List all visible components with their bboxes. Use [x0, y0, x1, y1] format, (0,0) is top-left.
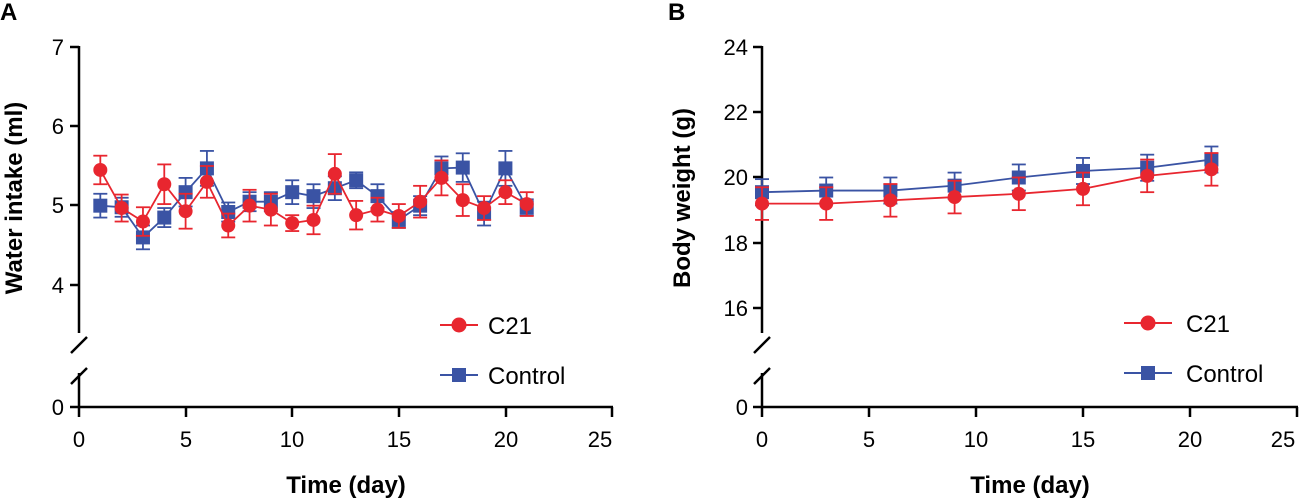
control-data-point [349, 173, 364, 188]
panel-b-plot-area [755, 145, 1219, 221]
legend-c21-label: C21 [1186, 311, 1230, 338]
panel-b-axis-break-lower [753, 367, 771, 385]
panel-a: A Water intake (ml) Time (day) 4 5 6 7 0… [0, 0, 614, 499]
control-data-point [306, 189, 321, 204]
panel-b-x-tick-label: 0 [756, 427, 768, 452]
panel-a-x-tick-label: 20 [494, 427, 518, 452]
c21-data-point [391, 208, 406, 223]
c21-data-point [135, 214, 150, 229]
control-data-point [221, 205, 236, 220]
panel-a-axis-break-upper [70, 336, 88, 354]
c21-data-point [1011, 186, 1026, 201]
panel-a-y-tick-label: 5 [52, 193, 64, 218]
legend-control-marker [452, 368, 466, 382]
panel-a-axis-break-lower [70, 367, 88, 385]
c21-data-point [285, 216, 300, 231]
panel-b-y-tick-label: 18 [724, 231, 748, 256]
panel-a-x-tick-label: 10 [280, 427, 304, 452]
c21-data-point [327, 166, 342, 181]
c21-data-point [157, 177, 172, 192]
c21-data-point [114, 201, 129, 216]
c21-data-point [349, 208, 364, 223]
panel-a-x-tick-label: 15 [387, 427, 411, 452]
panel-a-legend: C21 Control [440, 313, 565, 390]
panel-a-x-tick-label: 5 [180, 427, 192, 452]
legend-control-label: Control [488, 363, 565, 390]
control-data-point [370, 189, 385, 204]
c21-data-point [306, 212, 321, 227]
panel-a-y-tick-label: 4 [52, 273, 64, 298]
control-data-point [135, 230, 150, 245]
c21-data-point [434, 170, 449, 185]
panel-b-y-tick-label: 22 [724, 100, 748, 125]
panel-a-y-tick-label: 7 [52, 35, 64, 60]
c21-data-point [263, 202, 278, 217]
c21-series-line [762, 168, 1212, 205]
c21-data-point [178, 204, 193, 219]
panel-b-y-tick-label: 24 [724, 35, 748, 60]
control-data-point [178, 185, 193, 200]
c21-data-point [221, 218, 236, 233]
panel-b-y-tick-label: 20 [724, 165, 748, 190]
panel-b-x-tick-label: 20 [1178, 427, 1202, 452]
c21-data-point [519, 197, 534, 212]
c21-data-point [819, 196, 834, 211]
panel-b-x-tick-label: 15 [1071, 427, 1095, 452]
control-series-line [761, 158, 1212, 194]
control-data-point [157, 210, 172, 225]
panel-b-x-tick-label: 10 [964, 427, 988, 452]
c21-data-point [1076, 181, 1090, 196]
c21-data-point [413, 194, 428, 209]
control-data-point [93, 198, 108, 213]
c21-data-point [1204, 162, 1219, 177]
panel-a-label: A [0, 0, 17, 26]
panel-b-y-tick-label: 16 [724, 296, 748, 321]
c21-data-point [93, 162, 108, 177]
legend-c21-marker [451, 317, 467, 333]
c21-data-point [755, 196, 769, 211]
panel-b-legend: C21 Control [1124, 311, 1263, 388]
legend-control-marker [1141, 366, 1155, 380]
panel-a-x-axis-title: Time (day) [286, 472, 406, 499]
panel-b-x-tick-label: 5 [863, 427, 875, 452]
c21-data-point [455, 193, 470, 208]
c21-data-point [242, 198, 257, 213]
panel-b-y-tick-label: 0 [736, 395, 748, 420]
c21-data-point [370, 202, 385, 217]
legend-c21-label: C21 [488, 313, 532, 340]
panel-b-axis-break-upper [753, 336, 771, 354]
legend-c21-marker [1140, 315, 1156, 331]
control-data-point [1076, 163, 1090, 178]
control-data-point [498, 161, 513, 176]
c21-data-point [199, 174, 214, 189]
control-data-point [285, 185, 300, 200]
panel-b: B Body weight (g) Time (day) 16 18 20 22… [668, 0, 1299, 499]
c21-data-point [1140, 168, 1155, 183]
panel-a-plot-area [93, 150, 534, 251]
panel-a-y-tick-label: 6 [52, 114, 64, 139]
legend-control-label: Control [1186, 361, 1263, 388]
c21-data-point [947, 190, 962, 205]
panel-b-x-tick-label: 25 [1271, 427, 1295, 452]
panel-a-x-tick-label: 0 [73, 427, 85, 452]
panel-a-x-tick-label: 25 [588, 427, 612, 452]
panel-a-y-tick-label: 0 [52, 395, 64, 420]
panel-a-y-axis-title: Water intake (ml) [1, 102, 28, 294]
c21-data-point [477, 201, 492, 216]
panel-b-x-axis-title: Time (day) [970, 472, 1090, 499]
c21-data-point [498, 185, 513, 200]
c21-data-point [883, 193, 898, 208]
panel-b-y-axis-title: Body weight (g) [669, 108, 696, 288]
panel-b-label: B [668, 0, 685, 26]
control-data-point [455, 160, 470, 175]
